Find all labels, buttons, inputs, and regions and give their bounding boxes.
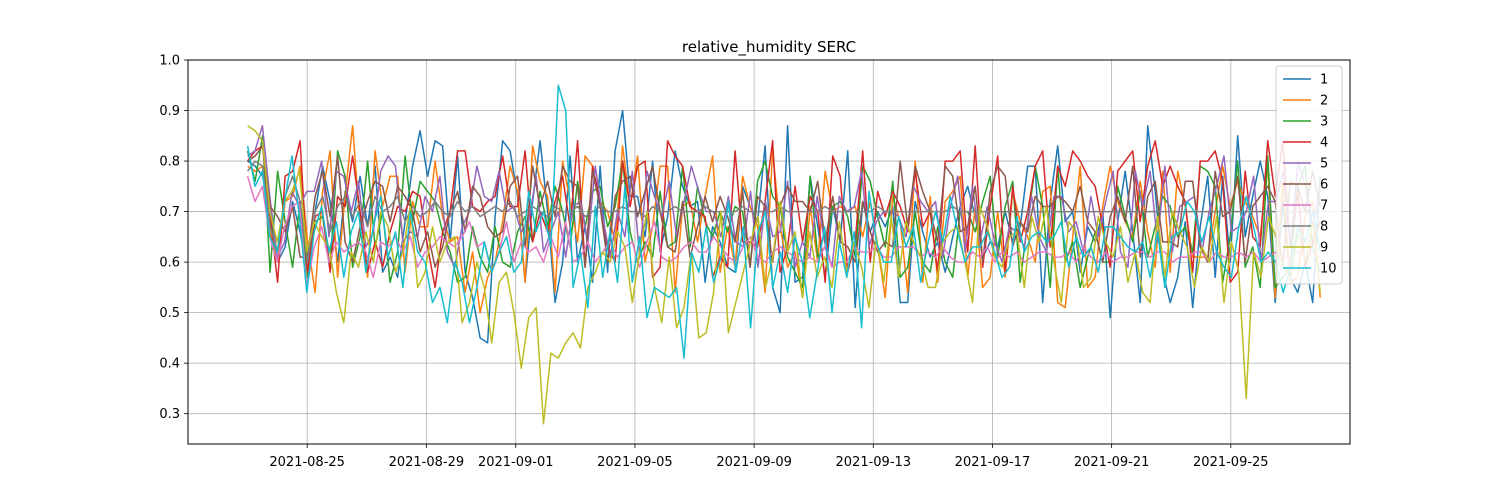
y-tick-label: 0.6 [159,256,180,271]
x-tick-label: 2021-09-09 [716,455,792,470]
legend-label: 7 [1320,199,1328,214]
y-tick-label: 0.4 [159,357,180,372]
legend-label: 10 [1320,262,1337,277]
legend-label: 2 [1320,94,1328,109]
plot-frame [187,59,1351,445]
legend-label: 9 [1320,241,1328,256]
series-line-4 [246,140,1321,289]
legend-label: 4 [1320,136,1328,151]
legend-label: 1 [1320,73,1328,88]
y-tick-label: 0.7 [159,205,180,220]
x-tick-label: 2021-09-05 [597,455,673,470]
y-tick-label: 0.3 [159,407,180,422]
legend-label: 6 [1320,178,1328,193]
series-line-5 [247,124,1321,268]
series-line-2 [247,124,1321,314]
chart-title: relative_humidity SERC [682,38,856,57]
legend-label: 3 [1320,115,1328,130]
x-tick-label: 2021-09-13 [836,455,912,470]
series-lines [246,84,1321,425]
y-tick-label: 1.0 [159,54,180,69]
x-tick-label: 2021-08-29 [389,455,465,470]
y-axis: 0.3 0.4 0.5 0.6 0.7 0.8 0.9 1.0 [159,54,188,422]
series-line-9 [247,125,1321,425]
series-line-7 [246,175,1321,289]
x-tick-label: 2021-08-25 [269,455,345,470]
x-tick-label: 2021-09-01 [478,455,554,470]
x-tick-label: 2021-09-17 [955,455,1031,470]
legend: 1 2 3 4 5 6 7 8 9 10 [1275,65,1343,285]
y-tick-label: 0.9 [159,104,180,119]
y-tick-label: 0.5 [159,306,180,321]
series-line-6 [247,145,1321,268]
series-line-10 [246,84,1321,359]
series-line-8 [246,160,1321,263]
series-line-1 [247,109,1321,344]
x-tick-label: 2021-09-25 [1193,455,1269,470]
y-tick-label: 0.8 [159,155,180,170]
x-axis: 2021-08-25 2021-08-29 2021-09-01 2021-09-05… [269,444,1269,470]
legend-box [1275,65,1343,285]
legend-label: 8 [1320,220,1328,235]
legend-label: 5 [1320,157,1328,172]
x-tick-label: 2021-09-21 [1074,455,1150,470]
